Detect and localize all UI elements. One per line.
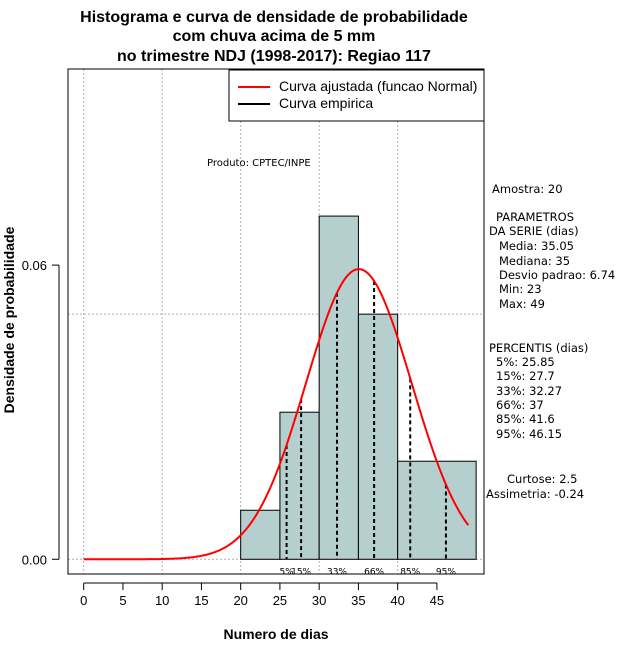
param-max: Max: 49 — [499, 297, 545, 311]
legend: Curva ajustada (funcao Normal) Curva emp… — [228, 69, 485, 122]
kurtosis: Curtose: 2.5 — [507, 472, 578, 486]
chart-title-line-3: no trimestre NDJ (1998-2017): Regiao 117 — [117, 48, 431, 65]
chart-title-line-1: Histograma e curva de densidade de proba… — [80, 9, 468, 26]
x-tick-label: 30 — [312, 593, 326, 608]
plot-frame — [67, 68, 485, 575]
percentile-95: 95%: 46.15 — [496, 427, 563, 441]
x-tick-label: 40 — [390, 593, 404, 608]
params-title: PARAMETROS — [496, 210, 575, 224]
percentile-label: 5% — [279, 567, 294, 577]
percentile-label: 33% — [327, 567, 347, 577]
x-tick-label: 20 — [233, 593, 247, 608]
param-mean: Media: 35.05 — [499, 239, 574, 253]
y-tick-label: 0.06 — [22, 258, 47, 273]
skewness: Assimetria: -0.24 — [486, 487, 585, 501]
percentile-label: 15% — [291, 567, 311, 577]
legend-label-empirical: Curva empirica — [279, 95, 373, 111]
histogram-bar — [397, 460, 477, 560]
percentile-label: 85% — [400, 567, 420, 577]
histogram-bar — [240, 509, 281, 560]
percentile-33: 33%: 32.27 — [496, 384, 563, 398]
y-tick-label: 0.00 — [22, 552, 47, 567]
percentile-85: 85%: 41.6 — [496, 412, 555, 426]
histogram-bar — [279, 411, 320, 560]
percentile-66: 66%: 37 — [496, 398, 544, 412]
histogram-bar — [318, 215, 359, 560]
normal-curve-line — [83, 268, 470, 561]
histogram-bar — [357, 313, 399, 560]
param-stddev: Desvio padrao: 6.74 — [499, 268, 616, 282]
x-tick-label: 5 — [119, 593, 126, 608]
x-tick-label: 0 — [80, 593, 87, 608]
x-tick-label: 15 — [194, 593, 208, 608]
sample-size: Amostra: 20 — [492, 182, 563, 196]
param-median: Mediana: 35 — [499, 254, 571, 268]
percentile-label: 95% — [436, 567, 456, 577]
percentile-5: 5%: 25.85 — [496, 355, 555, 369]
x-tick-label: 45 — [430, 593, 444, 608]
percentile-15: 15%: 27.7 — [496, 369, 555, 383]
percentis-title: PERCENTIS (dias) — [489, 341, 589, 355]
x-axis-title: Numero de dias — [223, 626, 328, 642]
x-tick-label: 25 — [273, 593, 287, 608]
param-min: Min: 23 — [499, 282, 542, 296]
chart-title-line-2: com chuva acima de 5 mm — [173, 28, 376, 45]
y-axis-title: Densidade de probabilidade — [1, 226, 17, 413]
product-credit: Produto: CPTEC/INPE — [207, 158, 311, 169]
legend-label-normal: Curva ajustada (funcao Normal) — [279, 78, 477, 94]
x-tick-label: 35 — [351, 593, 365, 608]
percentile-label: 66% — [364, 567, 384, 577]
params-subtitle: DA SERIE (dias) — [489, 224, 579, 238]
x-tick-label: 10 — [155, 593, 169, 608]
legend-box — [228, 69, 485, 122]
